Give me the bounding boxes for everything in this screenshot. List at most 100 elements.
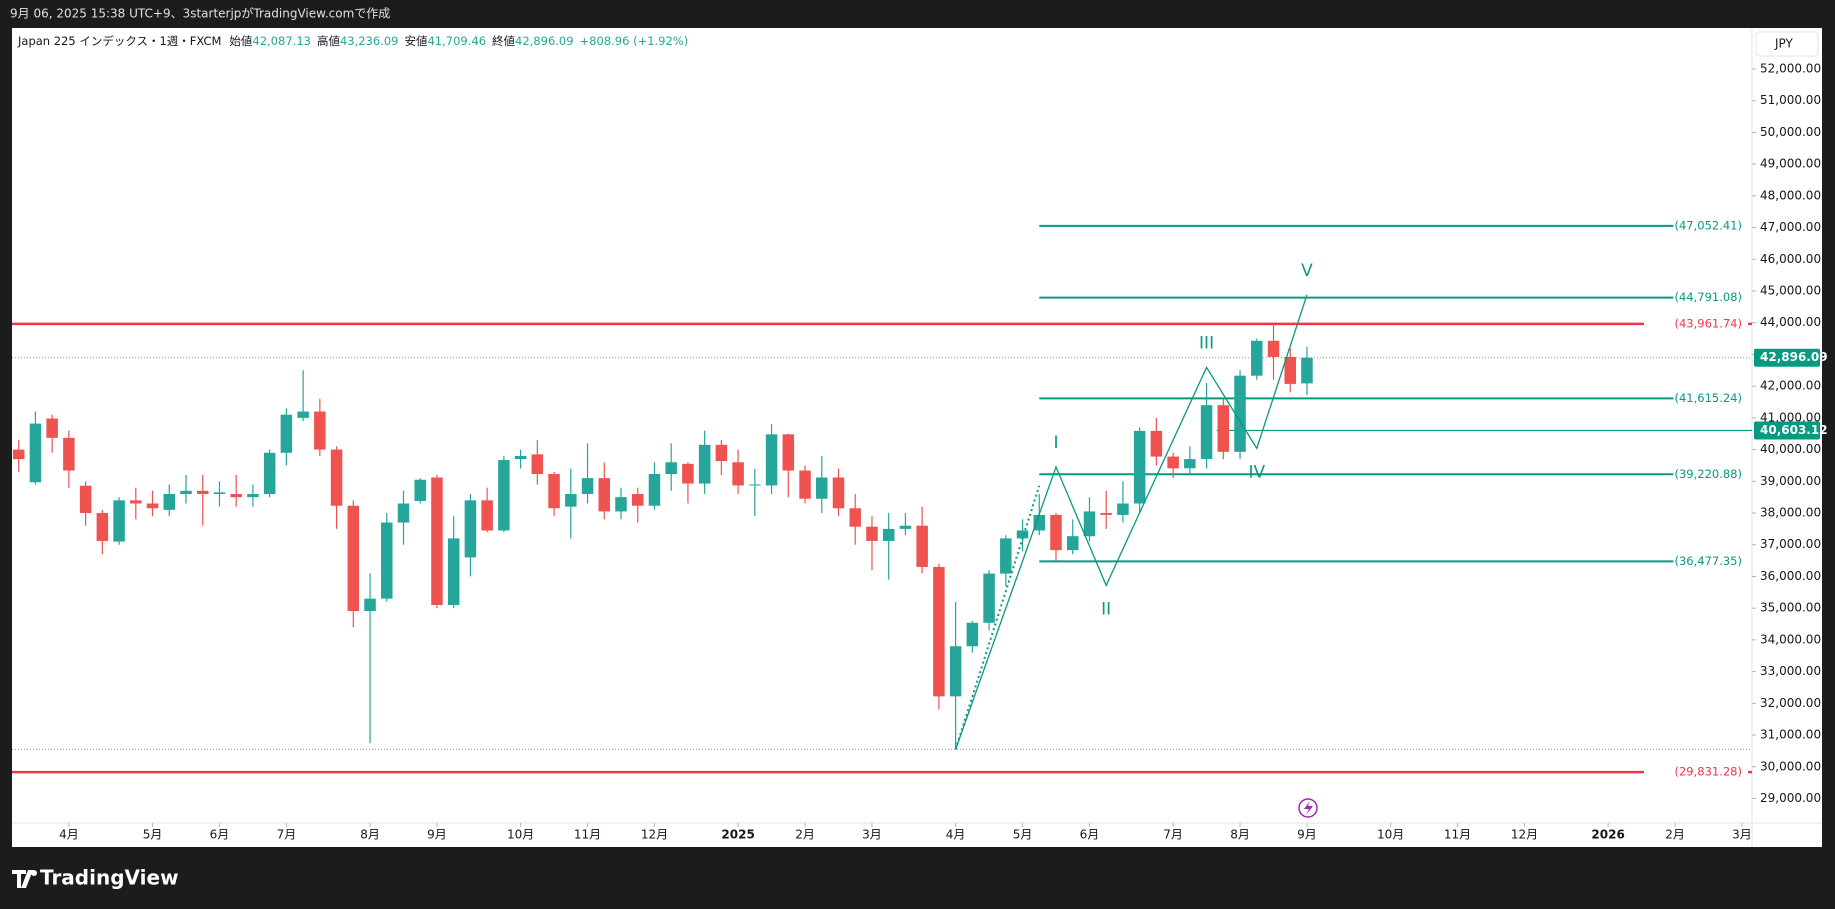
y-tick-label: 45,000.00 xyxy=(1760,284,1821,298)
candle-body xyxy=(899,525,912,529)
legend-value: 41,709.46 xyxy=(427,34,486,48)
candle-body xyxy=(330,449,343,506)
candle-body xyxy=(464,500,477,558)
candle-body xyxy=(163,493,176,510)
logo-mark xyxy=(12,870,37,888)
x-tick-label: 3月 xyxy=(862,828,882,842)
x-tick-label: 11月 xyxy=(574,828,601,842)
level-tag-bg xyxy=(1754,421,1820,440)
candle-body xyxy=(1301,357,1313,384)
candle-body xyxy=(565,493,577,507)
y-tick-label: 48,000.00 xyxy=(1760,188,1821,202)
x-tick-label: 10月 xyxy=(507,828,534,842)
y-tick-label: 38,000.00 xyxy=(1760,506,1821,520)
price-tag: 42,896.09 xyxy=(1760,350,1828,364)
candle-body xyxy=(916,525,928,567)
y-tick-label: 46,000.00 xyxy=(1760,252,1821,266)
level-label-bg xyxy=(1644,315,1748,332)
candle-body xyxy=(113,500,125,542)
event-icon[interactable] xyxy=(1298,798,1318,818)
y-tick-label: 30,000.00 xyxy=(1760,759,1821,773)
candle-body xyxy=(682,463,694,484)
candle-body xyxy=(1066,536,1079,551)
candle-body xyxy=(749,484,761,486)
candle-body xyxy=(1033,514,1046,531)
candle-body xyxy=(12,449,25,460)
y-tick-label: 42,000.00 xyxy=(1760,379,1821,393)
legend-label: 安値 xyxy=(404,34,427,48)
x-tick-label: 10月 xyxy=(1377,828,1404,842)
chart-pane xyxy=(12,28,1822,847)
candle-body xyxy=(297,411,309,418)
resistance-label: (43,961.74) xyxy=(1674,316,1742,330)
candle-body xyxy=(715,444,728,462)
x-tick-label: 11月 xyxy=(1444,828,1471,842)
legend-label: 高値 xyxy=(317,34,340,48)
candle-body xyxy=(29,423,42,483)
candle-body xyxy=(615,497,627,512)
y-tick-label: 32,000.00 xyxy=(1760,696,1821,710)
y-tick-label: 40,000.00 xyxy=(1760,442,1821,456)
fib-label: (39,220.88) xyxy=(1674,467,1742,481)
candle-body xyxy=(933,566,945,697)
candle-body xyxy=(314,411,326,450)
candle-body xyxy=(765,434,778,486)
x-tick-label: 7月 xyxy=(277,828,297,842)
event-icon-bolt xyxy=(1304,801,1313,815)
legend-label: 終値 xyxy=(492,34,515,48)
header: 9月 06, 2025 15:38 UTC+9、3starterjpがTradi… xyxy=(10,6,390,21)
candle-body xyxy=(949,646,962,697)
candle-body xyxy=(1267,340,1280,357)
candle-body xyxy=(1117,503,1129,515)
candle-body xyxy=(247,493,259,498)
brand-logo: TradingView xyxy=(12,866,179,890)
y-tick-label: 47,000.00 xyxy=(1760,220,1821,234)
candle-body xyxy=(180,490,192,494)
candle-body xyxy=(414,479,426,501)
candle-body xyxy=(263,452,276,494)
brand: TradingView xyxy=(40,866,179,890)
candle-body xyxy=(598,478,611,512)
legend-value: 42,087.13 xyxy=(252,34,311,48)
wave-label: IV xyxy=(1248,462,1265,482)
x-tick-label: 8月 xyxy=(360,828,380,842)
x-tick-label: 9月 xyxy=(427,828,447,842)
dotted-line xyxy=(954,485,1041,750)
x-tick-label: 2025 xyxy=(721,828,754,842)
y-tick-label: 51,000.00 xyxy=(1760,93,1821,107)
candle-body xyxy=(849,508,861,527)
legend: Japan 225 インデックス・1週・FXCM 始値42,087.13 高値43,… xyxy=(17,34,688,48)
candle-body xyxy=(832,477,845,509)
candle-body xyxy=(514,455,527,460)
candle-body xyxy=(481,500,493,531)
candle-body xyxy=(882,528,895,541)
y-tick-label: 49,000.00 xyxy=(1760,157,1821,171)
candle-body xyxy=(983,573,995,623)
y-tick-label: 29,000.00 xyxy=(1760,791,1821,805)
x-tick-label: 5月 xyxy=(143,828,163,842)
candle-body xyxy=(130,500,142,504)
candle-body xyxy=(799,470,811,499)
candle-body xyxy=(665,462,677,475)
y-tick-label: 41,000.00 xyxy=(1760,410,1821,424)
legend-value: 43,236.09 xyxy=(340,34,399,48)
y-tick-label: 35,000.00 xyxy=(1760,601,1821,615)
x-tick-label: 12月 xyxy=(641,828,668,842)
currency-box[interactable] xyxy=(1755,31,1819,57)
candle-body xyxy=(381,522,393,599)
candle-body xyxy=(648,474,661,506)
wave-label: V xyxy=(1301,261,1313,281)
candle-body xyxy=(531,454,544,475)
x-tick-label: 4月 xyxy=(59,828,79,842)
candle-body xyxy=(1083,511,1096,537)
candle-body xyxy=(347,505,360,612)
candle-body xyxy=(280,414,293,453)
candle-body xyxy=(782,434,795,471)
candle-body xyxy=(966,622,979,647)
price-tag-bg xyxy=(1754,348,1820,367)
wave-label: I xyxy=(1053,433,1058,453)
candle-body xyxy=(581,478,594,494)
y-tick-label: 52,000.00 xyxy=(1760,61,1821,75)
